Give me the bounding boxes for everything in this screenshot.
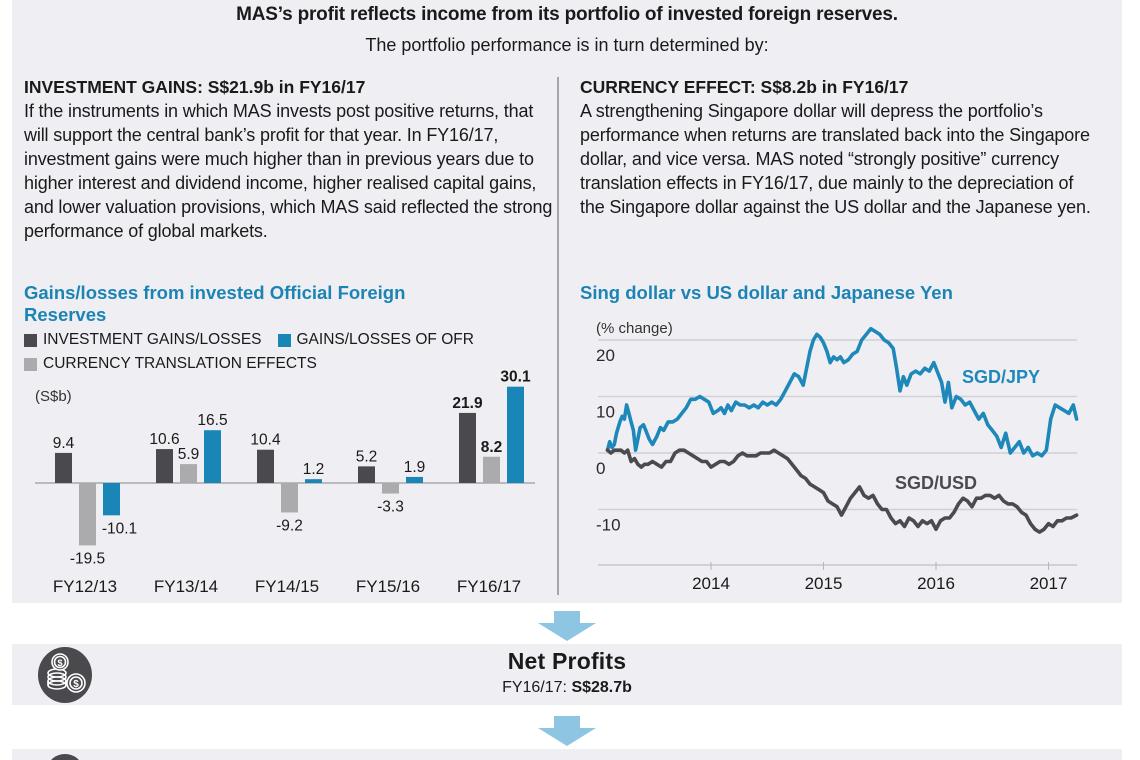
legend-label: INVESTMENT GAINS/LOSSES <box>43 331 262 348</box>
bar-legend-row-1: INVESTMENT GAINS/LOSSES GAINS/LOSSES OF … <box>24 331 490 349</box>
next-panel <box>12 749 1122 760</box>
bar-category-label: FY12/13 <box>53 577 117 596</box>
portfolio-panel: MAS’s profit reflects income from its po… <box>12 0 1122 603</box>
bar-y-unit: (S$b) <box>35 388 72 405</box>
bar-data-label: 10.6 <box>149 431 179 448</box>
bar-fy16-17-1 <box>483 456 500 483</box>
bar-fy13-14-2 <box>204 430 221 483</box>
currency-effect-body: A strengthening Singapore dollar will de… <box>580 101 1091 217</box>
series-line-sgd-usd <box>605 448 1079 534</box>
line-chart: 20 10 0 -10 2014 2015 2016 2017 SGD/JPY SGD/USD <box>596 326 1079 593</box>
y-tick-label: 10 <box>596 403 615 422</box>
bar-fy16-17-2 <box>507 386 524 483</box>
bar-data-label: 5.2 <box>356 448 378 465</box>
headline: MAS’s profit reflects income from its po… <box>236 4 898 25</box>
legend-item-investment: INVESTMENT GAINS/LOSSES <box>24 331 262 349</box>
legend-item-currency: CURRENCY TRANSLATION EFFECTS <box>24 355 317 373</box>
column-divider <box>557 77 559 595</box>
legend-swatch-ofr <box>277 333 291 347</box>
bar-data-label: -3.3 <box>377 499 404 516</box>
arrow-down-icon <box>538 611 596 641</box>
bar-data-label: 16.5 <box>197 412 227 429</box>
bar-fy15-16-0 <box>358 466 375 483</box>
x-tick-label: 2015 <box>805 574 843 593</box>
bar-fy12-13-1 <box>79 483 96 546</box>
legend-label: GAINS/LOSSES OF OFR <box>296 331 474 348</box>
bar-fy13-14-1 <box>180 464 197 483</box>
bar-data-label: 10.4 <box>250 432 281 449</box>
x-tick-label: 2014 <box>692 574 730 593</box>
legend-swatch-currency <box>24 357 37 371</box>
investment-gains-section: INVESTMENT GAINS: S$21.9b in FY16/17 If … <box>24 76 554 243</box>
bar-data-label: -10.1 <box>102 520 137 537</box>
bar-category-label: FY16/17 <box>457 577 521 596</box>
bar-category-label: FY14/15 <box>255 577 319 596</box>
bar-data-label: 1.2 <box>303 461 325 478</box>
bar-chart: 9.4 -19.5 -10.1 FY12/13 10.65.9 16.5 FY13/14 10… <box>35 369 535 596</box>
bar-category-label: FY15/16 <box>356 577 420 596</box>
bar-fy12-13-0 <box>55 452 72 483</box>
bar-fy15-16-1 <box>382 483 399 494</box>
legend-item-ofr: GAINS/LOSSES OF OFR <box>277 331 474 349</box>
bar-fy14-15-1 <box>281 483 298 513</box>
bar-data-label: 1.9 <box>404 459 426 476</box>
bar-fy16-17-0 <box>459 412 476 483</box>
net-profits-title: Net Profits <box>507 648 627 674</box>
bar-fy13-14-0 <box>156 449 173 483</box>
legend-label: CURRENCY TRANSLATION EFFECTS <box>43 355 317 372</box>
svg-text:$: $ <box>73 679 79 690</box>
series-line-sgd-jpy <box>605 326 1079 458</box>
svg-text:$: $ <box>57 658 62 668</box>
arrow-down-icon <box>538 716 596 746</box>
bar-data-label: 30.1 <box>500 369 531 386</box>
net-profits-panel: Net Profits FY16/17: S$28.7b <box>12 644 1122 705</box>
y-tick-label: -10 <box>596 516 621 535</box>
investment-gains-body: If the instruments in which MAS invests … <box>24 101 553 241</box>
bar-fy12-13-2 <box>103 483 120 516</box>
bar-fy15-16-2 <box>406 476 423 483</box>
bar-data-label: -19.5 <box>70 550 105 567</box>
currency-effect-section: CURRENCY EFFECT: S$8.2b in FY16/17 A str… <box>580 76 1100 219</box>
bar-fy14-15-0 <box>257 449 274 483</box>
line-chart-title: Sing dollar vs US dollar and Japanese Ye… <box>580 282 953 303</box>
series-annotation: SGD/USD <box>895 473 977 493</box>
currency-effect-title: CURRENCY EFFECT: S$8.2b in FY16/17 <box>580 77 909 97</box>
bar-data-label: 21.9 <box>452 395 483 412</box>
y-tick-label: 20 <box>596 346 615 365</box>
y-tick-label: 0 <box>596 459 605 478</box>
x-tick-label: 2017 <box>1030 574 1068 593</box>
coins-icon: $ $ <box>38 647 92 703</box>
x-tick-label: 2016 <box>917 574 955 593</box>
bar-category-label: FY13/14 <box>154 577 218 596</box>
bar-data-label: 9.4 <box>53 435 75 452</box>
net-profits-label: FY16/17: <box>502 679 572 696</box>
next-panel-icon <box>51 754 79 760</box>
bar-chart-title: Gains/losses from invested Official Fore… <box>24 282 406 325</box>
legend-swatch-investment <box>24 333 37 347</box>
bar-data-label: 5.9 <box>178 446 200 463</box>
net-profits-value-line: FY16/17: S$28.7b <box>12 679 1122 697</box>
line-y-unit: (% change) <box>596 320 673 337</box>
bar-legend-row-2: CURRENCY TRANSLATION EFFECTS <box>24 355 333 373</box>
investment-gains-title: INVESTMENT GAINS: S$21.9b in FY16/17 <box>24 77 366 97</box>
bar-fy14-15-2 <box>305 479 322 483</box>
subheadline: The portfolio performance is in turn det… <box>365 35 769 55</box>
series-annotation: SGD/JPY <box>962 367 1040 387</box>
bar-data-label: 8.2 <box>481 439 503 456</box>
net-profits-value: S$28.7b <box>571 679 632 696</box>
bar-data-label: -9.2 <box>276 517 303 534</box>
